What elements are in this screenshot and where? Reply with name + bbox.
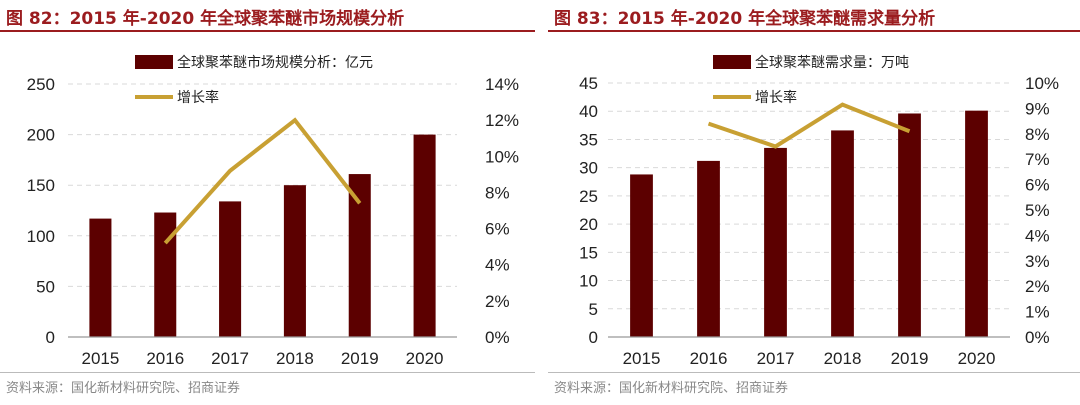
x-tick-label: 2018 — [824, 349, 862, 368]
y2-tick-label: 7% — [1025, 150, 1050, 169]
chart-title: 图 82：2015 年-2020 年全球聚苯醚市场规模分析 — [6, 9, 405, 29]
x-tick-label: 2017 — [757, 349, 795, 368]
y-tick-label: 10 — [579, 272, 598, 291]
y-tick-label: 45 — [579, 74, 598, 93]
x-tick-label: 2016 — [146, 349, 184, 368]
bar-2016 — [154, 212, 177, 337]
y2-tick-label: 3% — [1025, 252, 1050, 271]
chart-panel-83: 图 83：2015 年-2020 年全球聚苯醚需求量分析 0 5 10 15 20 25 3… — [548, 0, 1080, 405]
chart-82: 0 50 100 150 200 250 0% 2% 4% 6% 8% 10% 12% 14% 2015 20… — [27, 54, 519, 368]
bar-2019 — [348, 174, 371, 337]
y-tick-label: 0 — [46, 328, 55, 347]
legend-line-label: 增长率 — [755, 89, 797, 106]
x-tick-label: 2018 — [276, 349, 314, 368]
y2-tick-label: 0% — [1025, 328, 1050, 347]
bar-2016 — [697, 160, 720, 337]
y2-tick-label: 8% — [1025, 125, 1050, 144]
bar-2017 — [764, 147, 787, 337]
bar-2020 — [965, 110, 988, 337]
legend-bar-label: 全球聚苯醚市场规模分析：亿元 — [177, 54, 373, 71]
y-tick-label: 35 — [579, 130, 598, 149]
y-tick-label: 25 — [579, 187, 598, 206]
legend-bar-label: 全球聚苯醚需求量：万吨 — [755, 54, 909, 71]
y2-tick-label: 0% — [485, 328, 510, 347]
legend-bar-swatch — [135, 55, 173, 69]
bar-2019 — [898, 113, 921, 337]
chart-panel-82: 图 82：2015 年-2020 年全球聚苯醚市场规模分析 0 50 100 150 2… — [0, 0, 535, 405]
bar-2015 — [630, 174, 653, 337]
y-tick-label: 15 — [579, 243, 598, 262]
y-tick-label: 20 — [579, 215, 598, 234]
x-tick-label: 2015 — [82, 349, 120, 368]
y2-tick-label: 2% — [1025, 277, 1050, 296]
bar-2015 — [89, 218, 112, 337]
y2-tick-label: 4% — [1025, 226, 1050, 245]
y2-tick-label: 2% — [485, 292, 510, 311]
y-tick-label: 40 — [579, 102, 598, 121]
y-tick-label: 200 — [27, 126, 55, 145]
growth-rate-line — [163, 117, 362, 245]
y-tick-label: 50 — [36, 277, 55, 296]
x-tick-label: 2019 — [891, 349, 929, 368]
y2-tick-label: 8% — [485, 183, 510, 202]
x-tick-label: 2020 — [958, 349, 996, 368]
growth-rate-line — [707, 102, 911, 149]
x-tick-label: 2016 — [690, 349, 728, 368]
legend-bar-swatch — [713, 55, 751, 69]
source-rule — [548, 372, 1080, 373]
source-rule — [0, 372, 535, 373]
source-note: 资料来源：国化新材料研究院、招商证券 — [554, 381, 789, 396]
x-tick-label: 2017 — [211, 349, 249, 368]
legend-line-label: 增长率 — [177, 89, 219, 106]
bar-2017 — [219, 201, 242, 337]
y2-tick-label: 1% — [1025, 303, 1050, 322]
y2-tick-label: 6% — [485, 220, 510, 239]
x-tick-label: 2015 — [623, 349, 661, 368]
y2-tick-label: 9% — [1025, 99, 1050, 118]
y2-tick-label: 10% — [1025, 74, 1059, 93]
y2-tick-label: 14% — [485, 75, 519, 94]
y-tick-label: 5 — [589, 300, 598, 319]
source-note: 资料来源：国化新材料研究院、招商证券 — [6, 381, 241, 396]
y-tick-label: 30 — [579, 159, 598, 178]
y2-tick-label: 6% — [1025, 176, 1050, 195]
y-tick-label: 150 — [27, 176, 55, 195]
bar-2018 — [283, 185, 306, 337]
title-rule — [548, 30, 1080, 32]
y-tick-label: 100 — [27, 227, 55, 246]
title-rule — [0, 30, 535, 32]
y2-tick-label: 4% — [485, 256, 510, 275]
x-tick-label: 2019 — [341, 349, 379, 368]
y-tick-label: 250 — [27, 75, 55, 94]
y2-tick-label: 5% — [1025, 201, 1050, 220]
bar-2018 — [831, 130, 854, 337]
y2-tick-label: 10% — [485, 147, 519, 166]
chart-title: 图 83：2015 年-2020 年全球聚苯醚需求量分析 — [554, 9, 936, 29]
chart-83: 0 5 10 15 20 25 30 35 40 45 0% 1% 2% 3% 4% 5% 6% 7% 8% 9% 10… — [579, 54, 1059, 368]
y2-tick-label: 12% — [485, 111, 519, 130]
x-tick-label: 2020 — [406, 349, 444, 368]
y-tick-label: 0 — [589, 328, 598, 347]
bar-2020 — [413, 134, 436, 337]
